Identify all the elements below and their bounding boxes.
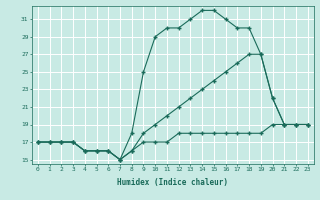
X-axis label: Humidex (Indice chaleur): Humidex (Indice chaleur) xyxy=(117,178,228,187)
